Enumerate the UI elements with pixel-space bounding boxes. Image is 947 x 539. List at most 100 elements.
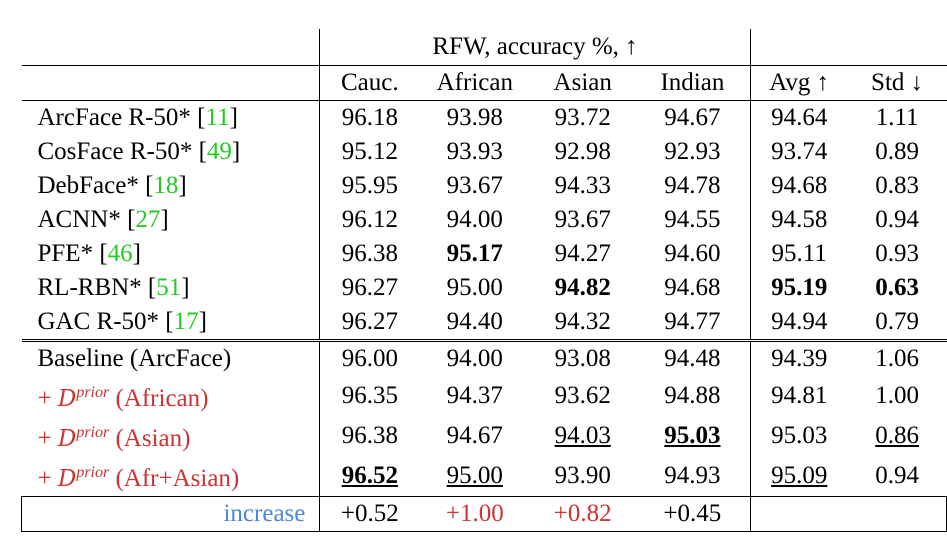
- cell-cauc: 96.00: [319, 339, 420, 376]
- method-name: Baseline (ArcFace): [21, 339, 320, 376]
- cell-african-second: 95.00: [446, 462, 503, 489]
- table-row: + Dprior (Afr+Asian) 96.52 95.00 93.90 9…: [22, 456, 947, 497]
- cell-african: 93.67: [446, 172, 503, 199]
- method-name: + Dprior (Afr+Asian): [37, 464, 240, 492]
- cell-indian: 94.88: [664, 382, 721, 409]
- cell-asian: 93.67: [554, 206, 611, 233]
- col-header-cauc: Cauc.: [319, 65, 420, 101]
- cell-std: 0.94: [875, 462, 919, 489]
- cell-african: 94.00: [419, 339, 531, 376]
- method-name: GAC R-50* [17]: [37, 308, 207, 335]
- cell-cauc: 96.38: [319, 416, 420, 456]
- table-row: DebFace* [18] 95.95 93.67 94.33 94.78 94…: [22, 169, 947, 203]
- cell-african: 95.00: [446, 274, 503, 301]
- cell-asian: 94.33: [554, 172, 611, 199]
- cell-avg: 94.68: [749, 169, 848, 203]
- cell-std-best: 0.63: [875, 274, 919, 301]
- increase-row: increase +0.52 +1.00 +0.82 +0.45: [20, 496, 947, 532]
- method-name: RL-RBN* [51]: [37, 274, 190, 301]
- cell-asian: 94.32: [554, 308, 611, 335]
- method-name: ACNN* [27]: [37, 206, 169, 233]
- cell-cauc: 96.12: [319, 203, 420, 237]
- increase-label: increase: [20, 496, 320, 532]
- col-header-african: African: [419, 65, 531, 101]
- cell-indian: 94.67: [664, 104, 721, 131]
- table-row: CosFace R-50* [49] 95.12 93.93 92.98 92.…: [22, 135, 947, 169]
- table-row: ACNN* [27] 96.12 94.00 93.67 94.55 94.58…: [22, 203, 947, 237]
- cell-cauc: 96.38: [319, 237, 420, 271]
- rfw-group-header: RFW, accuracy %, ↑: [319, 29, 751, 66]
- method-name: CosFace R-50* [49]: [37, 138, 241, 165]
- cell-indian: 94.60: [664, 240, 721, 267]
- cell-indian: 94.68: [664, 274, 721, 301]
- cell-asian: 93.62: [554, 382, 611, 409]
- cell-indian: 94.93: [664, 462, 721, 489]
- method-name: ArcFace R-50* [11]: [37, 104, 238, 131]
- cell-cauc-best: 96.52: [319, 456, 420, 497]
- cell-avg: 94.94: [749, 305, 848, 341]
- citation-link[interactable]: 46: [107, 240, 133, 267]
- method-name: PFE* [46]: [37, 240, 141, 267]
- citation-link[interactable]: 17: [173, 308, 199, 335]
- cell-african: 93.93: [446, 138, 503, 165]
- cell-african: 94.37: [446, 382, 503, 409]
- cell-std: 0.94: [875, 206, 919, 233]
- col-header-std: Std ↓: [847, 65, 947, 101]
- cell-asian: 93.08: [530, 339, 636, 376]
- citation-link[interactable]: 11: [205, 104, 230, 131]
- cell-cauc: 96.27: [319, 305, 420, 341]
- cell-avg: 94.64: [749, 100, 848, 135]
- table-row: Baseline (ArcFace) 96.00 94.00 93.08 94.…: [21, 339, 947, 376]
- cell-std: 1.00: [875, 382, 919, 409]
- cell-indian: 92.93: [664, 138, 721, 165]
- cell-cauc: 96.18: [319, 100, 420, 135]
- method-name: + Dprior (Asian): [37, 424, 191, 452]
- cell-avg-best: 95.19: [749, 271, 848, 305]
- cell-avg: 95.11: [749, 237, 848, 271]
- cell-african: 94.67: [446, 422, 503, 449]
- cell-asian: 93.90: [554, 462, 611, 489]
- increase-african: +1.00: [419, 496, 531, 532]
- table-row: + Dprior (African) 96.35 94.37 93.62 94.…: [22, 376, 947, 416]
- cell-indian: 94.48: [635, 339, 751, 376]
- cell-std: 1.06: [847, 339, 947, 376]
- method-name: DebFace* [18]: [37, 172, 187, 199]
- citation-link[interactable]: 18: [153, 172, 179, 199]
- column-header-row: Cauc. African Asian Indian Avg ↑ Std ↓: [21, 65, 947, 101]
- col-header-indian: Indian: [635, 65, 751, 101]
- cell-indian-best: 95.03: [664, 422, 721, 449]
- table-row: GAC R-50* [17] 96.27 94.40 94.32 94.77 9…: [22, 305, 947, 341]
- cell-std: 0.79: [875, 308, 919, 335]
- cell-cauc: 96.27: [319, 271, 420, 305]
- citation-link[interactable]: 49: [206, 138, 232, 165]
- col-header-avg: Avg ↑: [749, 65, 848, 101]
- cell-avg: 93.74: [749, 135, 848, 169]
- cell-african-best: 95.17: [446, 240, 503, 267]
- results-table-container: RFW, accuracy %, ↑ Cauc. African Asian I…: [20, 29, 947, 532]
- table-row: + Dprior (Asian) 96.38 94.67 94.03 95.03…: [22, 416, 947, 456]
- cell-cauc: 95.12: [319, 135, 420, 169]
- cell-std: 1.11: [875, 104, 919, 131]
- rfw-results-table: RFW, accuracy %, ↑ Cauc. African Asian I…: [20, 29, 947, 532]
- cell-african: 94.40: [446, 308, 503, 335]
- cell-avg: 94.81: [749, 376, 848, 416]
- cell-avg: 94.58: [749, 203, 848, 237]
- cell-indian: 94.55: [664, 206, 721, 233]
- group-header-row: RFW, accuracy %, ↑: [22, 29, 947, 66]
- cell-african: 93.98: [446, 104, 503, 131]
- table-row: RL-RBN* [51] 96.27 95.00 94.82 94.68 95.…: [22, 271, 947, 305]
- cell-std: 0.93: [875, 240, 919, 267]
- cell-avg: 94.39: [749, 339, 848, 376]
- cell-std: 0.89: [875, 138, 919, 165]
- cell-indian: 94.78: [664, 172, 721, 199]
- table-row: ArcFace R-50* [11] 96.18 93.98 93.72 94.…: [22, 100, 947, 135]
- citation-link[interactable]: 51: [156, 274, 182, 301]
- citation-link[interactable]: 27: [135, 206, 161, 233]
- cell-african: 94.00: [446, 206, 503, 233]
- cell-indian: 94.77: [664, 308, 721, 335]
- cell-asian-best: 94.82: [554, 274, 611, 301]
- increase-asian: +0.82: [530, 496, 636, 532]
- increase-cauc: +0.52: [319, 496, 420, 532]
- cell-cauc: 95.95: [319, 169, 420, 203]
- cell-asian-second: 94.03: [554, 422, 611, 449]
